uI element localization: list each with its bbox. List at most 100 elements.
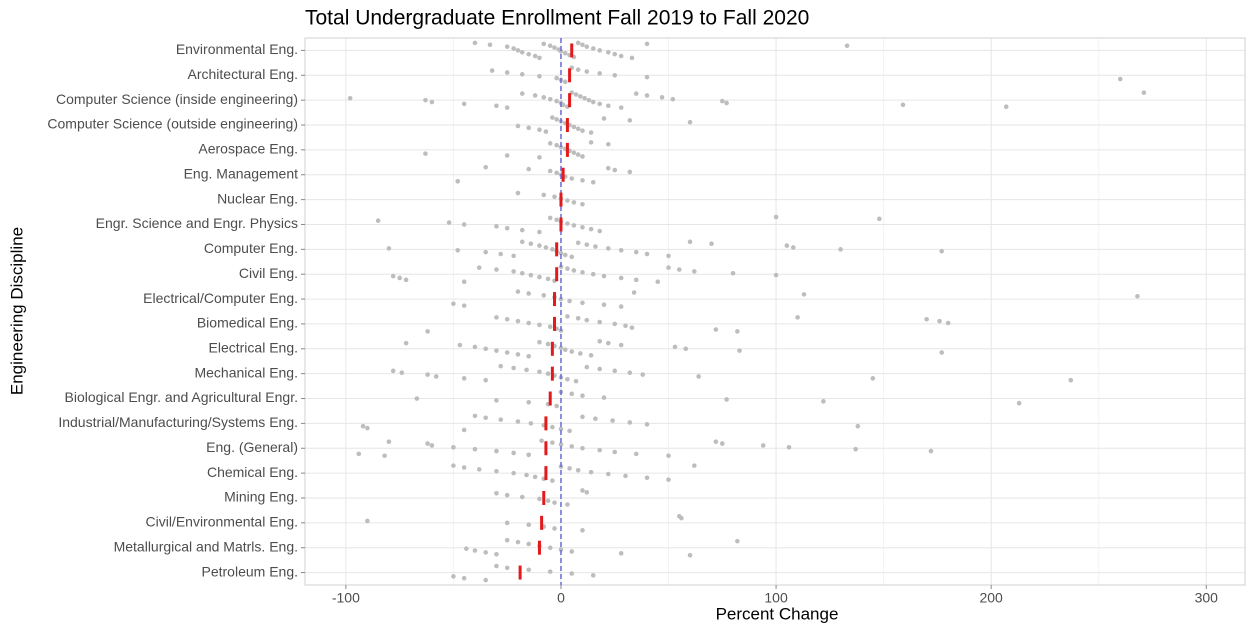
point (528, 272, 534, 278)
point (504, 44, 510, 49)
point (494, 224, 499, 229)
point (511, 46, 516, 51)
point (464, 546, 469, 551)
point (578, 94, 583, 99)
point (461, 376, 467, 381)
point (713, 327, 719, 332)
point (1016, 400, 1022, 406)
point (558, 345, 564, 351)
point (687, 239, 693, 245)
point (584, 317, 590, 323)
point (524, 472, 529, 478)
point (526, 125, 532, 131)
point (519, 270, 525, 276)
point (580, 42, 585, 48)
point (547, 545, 553, 551)
point (511, 253, 516, 259)
point (590, 573, 596, 578)
point (532, 53, 538, 59)
point (612, 51, 618, 57)
point (483, 249, 488, 255)
point (644, 251, 650, 257)
point (558, 426, 564, 432)
point (597, 101, 602, 107)
point (730, 270, 736, 276)
point (519, 91, 525, 96)
point (709, 241, 714, 247)
point (580, 128, 585, 133)
point (547, 96, 553, 102)
point (365, 425, 370, 431)
point (627, 420, 633, 425)
point (573, 378, 579, 384)
point (455, 247, 461, 253)
chart-title: Total Undergraduate Enrollment Fall 2019… (305, 7, 809, 30)
point (676, 267, 682, 272)
point (735, 538, 740, 544)
point (537, 243, 542, 248)
point (515, 539, 521, 545)
point (900, 102, 906, 108)
point (537, 496, 542, 502)
point (870, 376, 876, 381)
point (937, 318, 942, 324)
point (584, 242, 590, 247)
x-axis-label: Percent Change (716, 604, 839, 623)
point (423, 97, 428, 103)
point (590, 271, 596, 277)
point (532, 93, 538, 98)
point (588, 469, 594, 475)
point (365, 518, 370, 524)
point (569, 391, 575, 397)
point (597, 228, 602, 234)
point (569, 254, 575, 260)
point (554, 75, 559, 81)
point (451, 574, 456, 579)
point (562, 50, 568, 56)
point (612, 72, 618, 78)
point (504, 316, 510, 322)
point (504, 492, 510, 498)
point (537, 339, 542, 345)
y-tick-label: Biomedical Eng. (197, 315, 298, 331)
point (597, 447, 602, 453)
point (425, 329, 430, 334)
point (597, 338, 602, 344)
point (487, 42, 493, 48)
point (795, 315, 800, 320)
point (519, 227, 525, 233)
point (515, 289, 521, 294)
y-tick-label: Environmental Eng. (176, 41, 298, 57)
point (571, 124, 577, 130)
point (504, 153, 510, 158)
point (537, 155, 542, 160)
point (545, 341, 551, 347)
point (612, 167, 618, 173)
point (605, 103, 611, 109)
y-tick-label: Aerospace Eng. (198, 141, 298, 157)
point (575, 67, 581, 72)
y-tick-label: Industrial/Manufacturing/Systems Eng. (58, 414, 298, 430)
y-tick-label: Computer Science (outside engineering) (47, 116, 298, 132)
point (590, 46, 596, 51)
point (537, 55, 542, 61)
point (532, 474, 538, 480)
point (601, 395, 607, 400)
point (461, 222, 467, 227)
point (571, 223, 577, 228)
point (550, 478, 555, 483)
point (605, 471, 611, 477)
point (618, 551, 624, 556)
point (627, 169, 633, 175)
y-tick-label: Petroleum Eng. (202, 563, 299, 579)
point (786, 445, 792, 450)
point (633, 91, 639, 96)
point (696, 374, 701, 379)
point (461, 279, 467, 285)
point (580, 445, 585, 451)
point (472, 344, 478, 350)
x-tick-label: 300 (1195, 590, 1219, 606)
point (569, 444, 575, 449)
point (425, 372, 430, 377)
point (584, 69, 590, 74)
